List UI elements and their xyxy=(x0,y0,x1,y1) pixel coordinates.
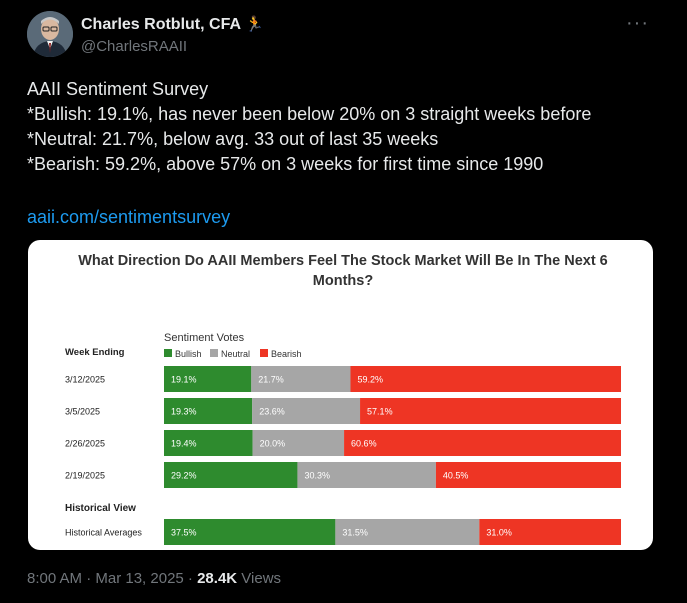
bar-segment xyxy=(164,398,253,424)
category-label: 3/12/2025 xyxy=(65,375,105,385)
category-label: 2/19/2025 xyxy=(65,471,105,481)
chart-title: What Direction Do AAII Members Feel The … xyxy=(78,253,608,289)
bar-data-label: 21.7% xyxy=(258,375,284,385)
bar-segment xyxy=(479,519,621,545)
legend-label: Neutral xyxy=(221,349,250,359)
tweet-meta: 8:00 AM · Mar 13, 2025 · 28.4K Views xyxy=(27,570,281,587)
bar-data-label: 30.3% xyxy=(304,471,330,481)
bar-data-label: 31.5% xyxy=(342,528,368,538)
runner-emoji: 🏃 xyxy=(245,16,264,33)
legend-swatch xyxy=(164,349,172,357)
historical-header: Historical View xyxy=(65,503,136,514)
tweet-line: *Bullish: 19.1%, has never been below 20… xyxy=(27,104,592,124)
bar-data-label: 19.3% xyxy=(171,407,197,417)
historical-label: Historical Averages xyxy=(65,528,142,538)
views-count: 28.4K xyxy=(197,570,238,587)
bar-data-label: 19.1% xyxy=(171,375,197,385)
bar-segment xyxy=(335,519,480,545)
tweet-line: *Neutral: 21.7%, below avg. 33 out of la… xyxy=(27,129,439,149)
bar-data-label: 20.0% xyxy=(260,439,286,449)
author-handle[interactable]: @CharlesRAAII xyxy=(81,38,188,55)
legend-title: Sentiment Votes xyxy=(164,332,245,344)
bar-segment xyxy=(344,430,621,456)
bar-segment xyxy=(252,430,345,456)
bar-segment xyxy=(297,462,436,488)
bar-data-label: 37.5% xyxy=(171,528,197,538)
author-name[interactable]: Charles Rotblut, CFA 🏃 xyxy=(81,15,264,34)
category-label: 2/26/2025 xyxy=(65,439,105,449)
bar-data-label: 31.0% xyxy=(486,528,512,538)
bar-segment xyxy=(164,430,253,456)
tweet-line: *Bearish: 59.2%, above 57% on 3 weeks fo… xyxy=(27,154,544,174)
bar-segment xyxy=(164,519,336,545)
avatar[interactable] xyxy=(27,11,73,57)
chart-image-card[interactable]: What Direction Do AAII Members Feel The … xyxy=(28,240,653,550)
tweet-line: AAII Sentiment Survey xyxy=(27,79,209,99)
row-header: Week Ending xyxy=(65,347,125,358)
legend-label: Bearish xyxy=(271,349,302,359)
author-name-text: Charles Rotblut, CFA xyxy=(81,16,242,33)
avatar-image xyxy=(27,11,73,57)
bar-segment xyxy=(164,462,298,488)
more-icon[interactable]: ··· xyxy=(626,12,649,34)
bar-data-label: 19.4% xyxy=(171,439,197,449)
sentiment-chart: Sentiment Votes Week Ending Bullish Neutral… xyxy=(65,332,621,545)
timestamp[interactable]: 8:00 AM · Mar 13, 2025 · xyxy=(27,570,198,587)
bar-segment xyxy=(251,366,351,392)
bar-data-label: 59.2% xyxy=(357,375,383,385)
tweet-text: AAII Sentiment Survey *Bullish: 19.1%, h… xyxy=(27,77,667,177)
category-label: 3/5/2025 xyxy=(65,407,100,417)
bar-data-label: 57.1% xyxy=(367,407,393,417)
legend-label: Bullish xyxy=(175,349,202,359)
legend-swatch xyxy=(210,349,218,357)
bar-segment xyxy=(360,398,621,424)
tweet-link[interactable]: aaii.com/sentimentsurvey xyxy=(27,207,231,227)
bar-segment xyxy=(350,366,621,392)
bar-data-label: 23.6% xyxy=(259,407,285,417)
bar-segment xyxy=(435,462,621,488)
views-label: Views xyxy=(237,570,282,587)
bar-data-label: 40.5% xyxy=(443,471,469,481)
legend-swatch xyxy=(260,349,268,357)
bar-data-label: 29.2% xyxy=(171,471,197,481)
bar-segment xyxy=(164,366,252,392)
bar-data-label: 60.6% xyxy=(351,439,377,449)
bar-segment xyxy=(252,398,361,424)
